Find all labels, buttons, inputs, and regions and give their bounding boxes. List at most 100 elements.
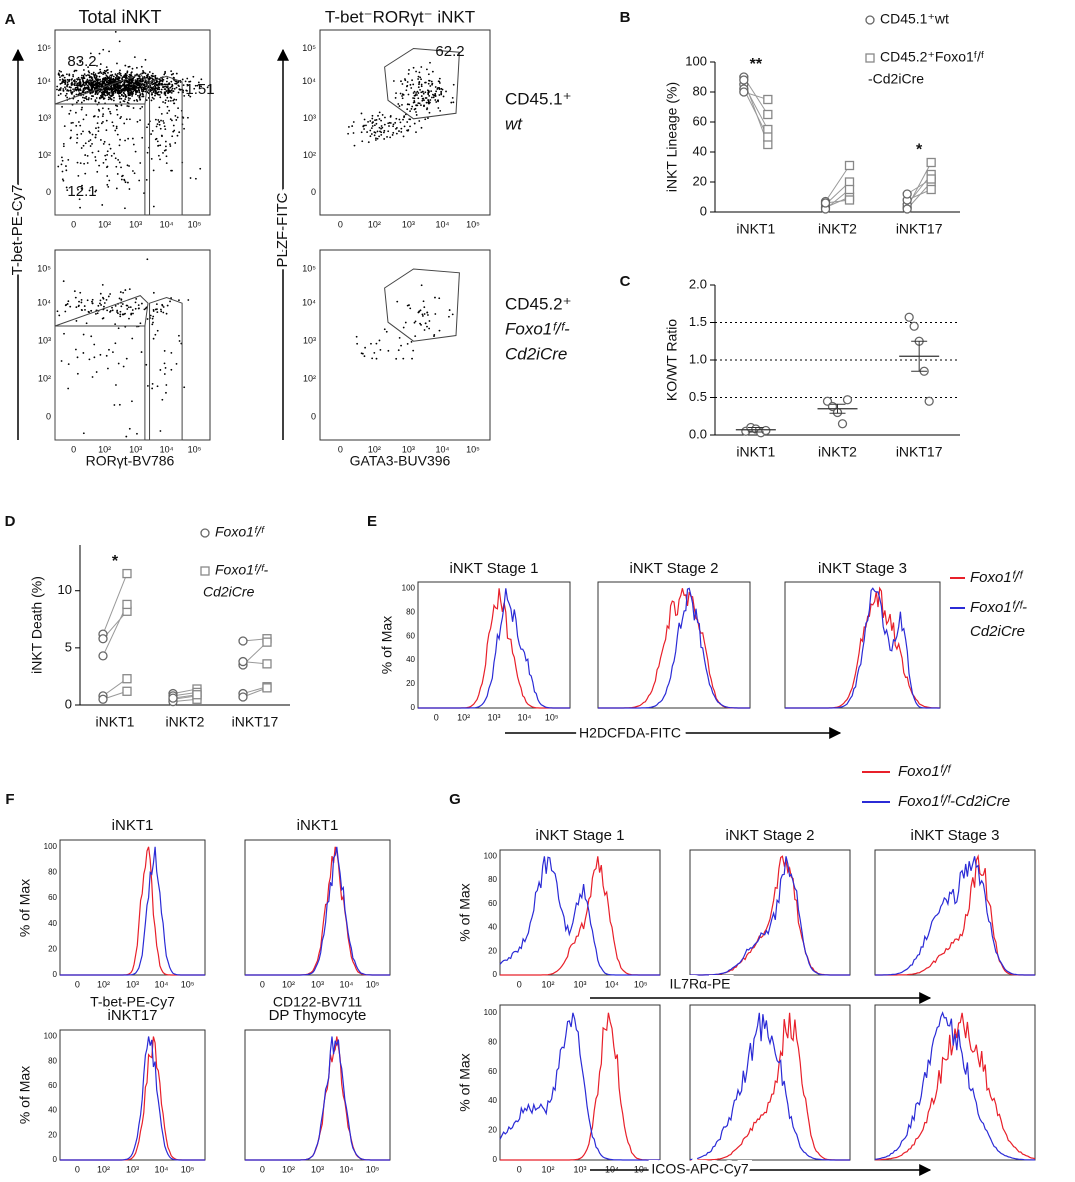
data-marker xyxy=(842,395,853,405)
event-dot xyxy=(427,89,430,92)
event-dot xyxy=(94,100,97,103)
legend-label: Foxo1ᶠ/ᶠ xyxy=(970,569,1024,586)
event-dot xyxy=(367,141,370,144)
event-dot xyxy=(156,88,159,91)
event-dot xyxy=(106,69,108,72)
event-dot xyxy=(135,99,138,101)
event-dot xyxy=(135,66,138,69)
event-dot xyxy=(68,79,70,82)
event-dot xyxy=(105,74,108,77)
event-dot xyxy=(375,357,378,360)
event-dot xyxy=(60,163,63,166)
event-dot xyxy=(76,356,79,359)
event-dot xyxy=(80,132,83,135)
y-tick-label: 0 xyxy=(53,1155,58,1164)
event-dot xyxy=(442,95,445,98)
event-dot xyxy=(82,69,85,71)
event-dot xyxy=(127,89,130,91)
event-dot xyxy=(158,106,161,109)
event-dot xyxy=(120,299,123,301)
data-marker xyxy=(122,599,132,610)
event-dot xyxy=(169,145,172,147)
event-dot xyxy=(159,158,161,161)
event-dot xyxy=(71,83,74,85)
event-dot xyxy=(162,120,165,122)
event-dot xyxy=(164,72,166,74)
event-dot xyxy=(156,140,159,143)
event-dot xyxy=(82,74,85,77)
event-dot xyxy=(169,118,172,121)
event-dot xyxy=(411,357,413,360)
event-dot xyxy=(164,102,167,104)
event-dot xyxy=(130,313,133,316)
event-dot xyxy=(131,137,134,140)
event-dot xyxy=(91,76,93,79)
event-dot xyxy=(378,339,381,342)
event-dot xyxy=(430,90,433,93)
event-dot xyxy=(437,100,439,103)
y-tick-label: 100 xyxy=(402,583,416,592)
y-tick-label: 10 xyxy=(58,582,72,597)
event-dot xyxy=(132,88,134,91)
event-dot xyxy=(73,95,76,98)
event-dot xyxy=(87,310,90,313)
event-dot xyxy=(59,92,62,95)
event-dot xyxy=(401,97,404,100)
x-tick-label: 10⁵ xyxy=(366,979,380,989)
event-dot xyxy=(151,83,154,86)
event-dot xyxy=(420,323,422,326)
event-dot xyxy=(146,151,149,154)
event-dot xyxy=(66,303,69,305)
event-dot xyxy=(126,105,129,107)
event-dot xyxy=(124,207,126,210)
y-tick-label: 40 xyxy=(693,143,707,158)
legend-label: CD45.2⁺Foxo1ᶠ/ᶠ xyxy=(880,49,984,65)
event-dot xyxy=(87,140,90,143)
x-tick-label: iNKT2 xyxy=(818,444,857,460)
event-dot xyxy=(59,82,62,85)
event-dot xyxy=(432,96,435,99)
event-dot xyxy=(183,127,185,130)
legend-label: Foxo1ᶠ/ᶠ xyxy=(898,763,952,780)
event-dot xyxy=(401,95,403,97)
event-dot xyxy=(86,162,89,164)
event-dot xyxy=(402,357,405,360)
event-dot xyxy=(366,131,369,133)
event-dot xyxy=(86,86,88,89)
event-dot xyxy=(59,89,62,91)
plot-frame xyxy=(499,849,661,976)
event-dot xyxy=(125,75,128,78)
event-dot xyxy=(389,136,392,139)
event-dot xyxy=(145,363,148,366)
event-dot xyxy=(438,297,441,300)
event-dot xyxy=(96,312,99,315)
event-dot xyxy=(431,82,434,85)
event-dot xyxy=(120,104,123,107)
event-dot xyxy=(428,111,431,114)
event-dot xyxy=(61,156,63,159)
event-dot xyxy=(97,130,100,133)
data-marker xyxy=(238,692,248,702)
event-dot xyxy=(189,177,192,179)
x-tick-label: iNKT1 xyxy=(736,444,775,460)
event-dot xyxy=(419,309,422,312)
x-tick-label: 10⁵ xyxy=(181,979,195,989)
event-dot xyxy=(62,179,65,182)
event-dot xyxy=(151,387,154,390)
event-dot xyxy=(438,329,441,332)
event-dot xyxy=(406,81,409,83)
y-tick-label: 1.0 xyxy=(689,351,707,366)
x-tick-label: 10⁵ xyxy=(466,444,480,454)
gate xyxy=(54,295,149,327)
event-dot xyxy=(101,89,104,91)
event-dot xyxy=(140,83,142,86)
event-dot xyxy=(149,86,152,89)
y-tick-label: 5 xyxy=(65,639,72,654)
event-dot xyxy=(105,129,108,132)
event-dot xyxy=(418,71,421,74)
event-dot xyxy=(163,350,166,352)
event-dot xyxy=(123,76,126,79)
event-dot xyxy=(406,121,409,123)
event-dot xyxy=(434,86,437,88)
event-dot xyxy=(146,126,148,129)
